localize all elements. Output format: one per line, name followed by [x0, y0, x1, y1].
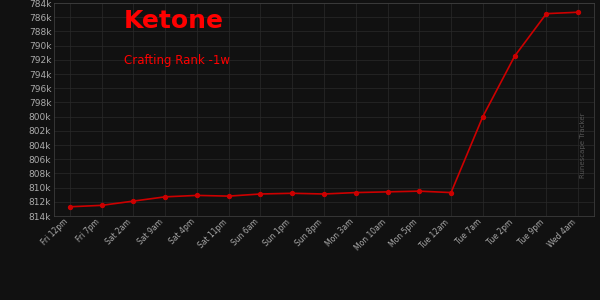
Text: Crafting Rank -1w: Crafting Rank -1w — [124, 54, 230, 67]
Point — [192, 193, 202, 198]
Point — [542, 11, 551, 16]
Point — [224, 194, 233, 199]
Text: Runescape Tracker: Runescape Tracker — [580, 112, 586, 178]
Point — [574, 10, 583, 15]
Point — [415, 189, 424, 194]
Point — [287, 191, 297, 196]
Point — [97, 203, 106, 208]
Point — [256, 192, 265, 197]
Point — [319, 192, 329, 197]
Point — [478, 114, 488, 119]
Point — [128, 199, 138, 203]
Point — [383, 190, 392, 194]
Point — [351, 190, 361, 195]
Text: Ketone: Ketone — [124, 9, 224, 33]
Point — [446, 190, 456, 195]
Point — [65, 204, 74, 209]
Point — [160, 194, 170, 199]
Point — [510, 54, 520, 59]
